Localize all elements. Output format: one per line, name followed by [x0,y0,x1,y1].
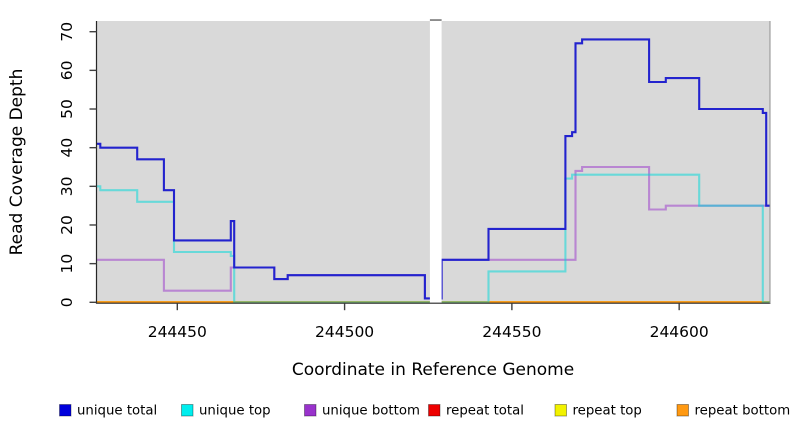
no-data-gap [429,21,442,304]
y-tick-label: 70 [58,22,76,42]
y-tick-label: 30 [58,176,76,196]
legend-swatch-unique-top [181,404,194,417]
gap-top-border [429,19,442,21]
y-tick-label: 40 [58,138,76,158]
x-axis-title: Coordinate in Reference Genome [292,360,574,380]
legend-swatch-repeat-total [428,404,441,417]
y-tick-label: 60 [58,60,76,80]
legend-label: repeat total [446,404,524,419]
x-tick-label: 244600 [650,323,709,341]
legend-swatch-repeat-bottom [676,404,689,417]
legend-label: repeat top [573,404,642,419]
legend-swatch-unique-total [59,404,72,417]
y-tick-label: 10 [58,254,76,274]
legend-label: unique top [199,404,271,419]
series-line-unique-total [96,38,770,300]
legend-swatch-unique-bottom [304,404,317,417]
legend-swatch-repeat-top [554,404,567,417]
legend-label: repeat bottom [695,404,791,419]
series-line-unique-top [96,173,770,304]
chart-legend: unique total unique top unique bottom repea… [59,404,791,419]
y-tick-label: 0 [58,297,76,307]
x-tick-label: 244550 [482,323,541,341]
y-axis-title: Read Coverage Depth [7,69,27,256]
x-tick-label: 244450 [148,323,207,341]
x-tick-label: 244500 [315,323,374,341]
y-tick-label: 20 [58,215,76,235]
legend-label: unique total [77,404,157,419]
y-tick-label: 50 [58,99,76,119]
legend-label: unique bottom [322,404,420,419]
